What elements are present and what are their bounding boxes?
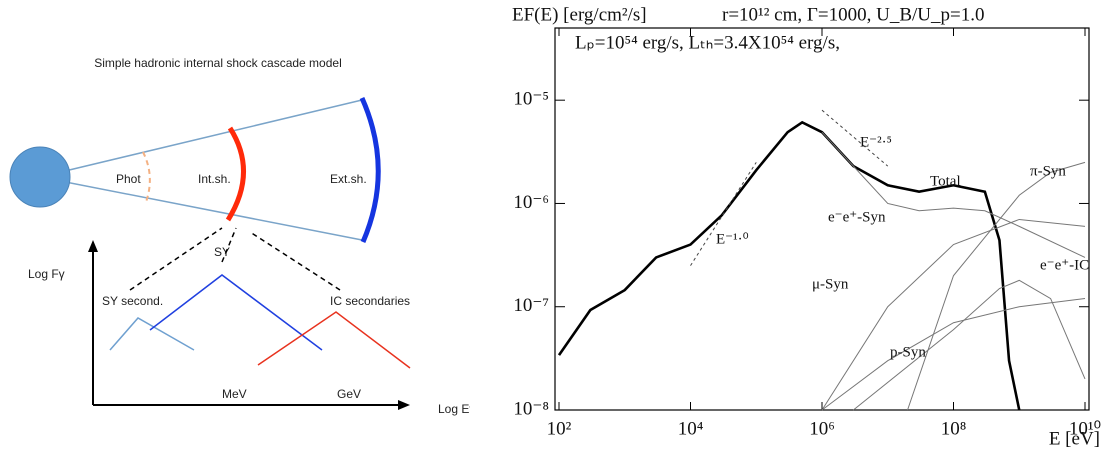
label: Phot xyxy=(116,172,141,186)
annotation: Lₚ=10⁵⁴ erg/s, Lₜₕ=3.4X10⁵⁴ erg/s, xyxy=(575,32,840,53)
y-tick-label: 10⁻⁷ xyxy=(513,295,549,316)
label: Int.sh. xyxy=(198,172,231,186)
diagram: Simple hadronic internal shock cascade m… xyxy=(9,56,470,416)
x-axis-label: E [eV] xyxy=(1049,428,1100,449)
source xyxy=(9,146,71,208)
series-label: p-Syn xyxy=(890,344,926,360)
series-label: E⁻²·⁵ xyxy=(860,134,892,150)
series-line xyxy=(821,109,889,167)
series-line xyxy=(853,279,1086,411)
x-tick-label: 10⁴ xyxy=(678,418,704,439)
arrowhead xyxy=(88,240,98,252)
phot-shell xyxy=(142,151,151,203)
cone-edge xyxy=(39,99,363,178)
label: SY xyxy=(214,245,230,259)
x-tick-label: 10⁸ xyxy=(941,418,967,439)
axis-label: Log Eγ xyxy=(438,402,470,416)
sy-spectrum xyxy=(149,274,323,351)
label: GeV xyxy=(337,387,361,401)
label: SY second. xyxy=(102,294,163,308)
y-tick-label: 10⁻⁸ xyxy=(513,398,549,419)
cone-edge xyxy=(39,176,363,241)
arrows xyxy=(129,227,341,291)
x-tick-label: 10⁶ xyxy=(809,418,835,439)
series-label: e⁻e⁺-IC xyxy=(1040,257,1089,273)
ext-shell xyxy=(359,96,381,243)
int-shell xyxy=(225,126,246,222)
label: MeV xyxy=(222,387,247,401)
y-tick-label: 10⁻⁵ xyxy=(513,89,549,110)
series-label: π-Syn xyxy=(1030,163,1066,179)
axis-label: Log Fγ xyxy=(28,267,65,281)
x-tick-label: 10¹⁰ xyxy=(1069,418,1101,439)
series-line xyxy=(690,162,757,266)
chart-subtitle: r=10¹² cm, Γ=1000, U_B/U_p=1.0 xyxy=(722,4,984,25)
chart-title: EF(E) [erg/cm²/s] xyxy=(512,4,647,25)
diagram-title: Simple hadronic internal shock cascade m… xyxy=(94,56,341,70)
series-line xyxy=(557,120,1021,411)
series-label: Total xyxy=(930,173,961,189)
series-line xyxy=(821,131,1086,258)
series-line xyxy=(821,298,1086,411)
label: IC secondaries xyxy=(330,294,410,308)
ic-spectrum xyxy=(257,311,411,369)
sy-second-spectrum xyxy=(109,317,195,351)
x-tick-label: 10² xyxy=(547,418,572,439)
series-line xyxy=(907,161,1086,411)
arrowhead xyxy=(398,400,410,410)
series-line xyxy=(821,218,1086,411)
series-label: E⁻¹·⁰ xyxy=(716,231,749,247)
label: Ext.sh. xyxy=(330,172,367,186)
series-label: μ-Syn xyxy=(812,276,849,292)
y-tick-label: 10⁻⁶ xyxy=(513,192,549,213)
series-label: e⁻e⁺-Syn xyxy=(828,209,886,225)
